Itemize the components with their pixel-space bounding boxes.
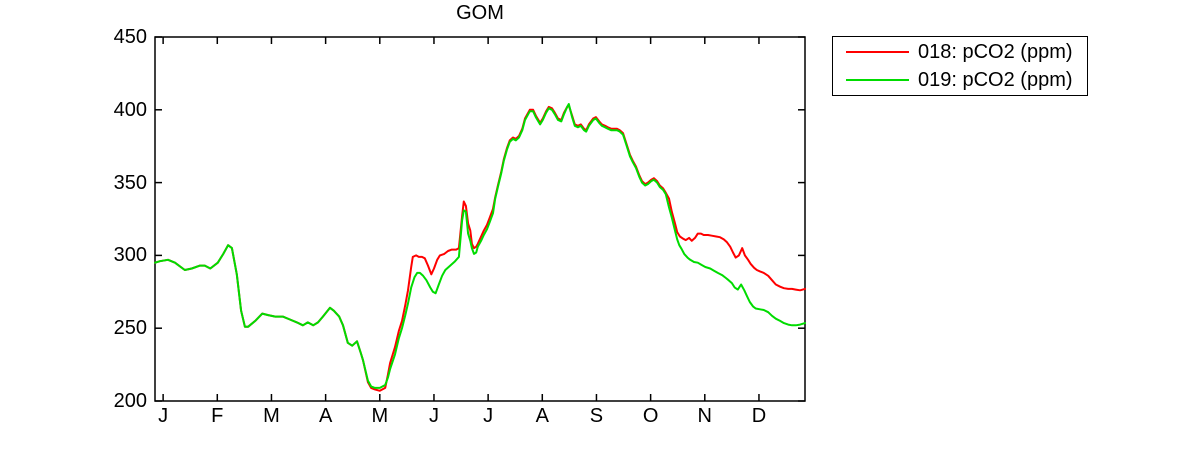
x-tick-label: F — [211, 405, 224, 427]
x-tick-label: N — [697, 405, 712, 427]
legend: 018: pCO2 (ppm) 019: pCO2 (ppm) — [832, 36, 1088, 96]
legend-line-swatch-green — [846, 79, 909, 81]
y-tick-label: 250 — [113, 317, 147, 340]
y-tick-label: 300 — [113, 244, 147, 267]
plot-border — [154, 36, 806, 402]
chart-title: GOM — [456, 2, 504, 24]
y-tick-label: 400 — [113, 98, 147, 121]
y-tick-label: 450 — [113, 26, 147, 48]
x-tick-label: J — [158, 405, 169, 427]
legend-item-018: 018: pCO2 (ppm) — [833, 38, 1087, 66]
y-tick-label: 350 — [113, 171, 147, 194]
x-tick-label: A — [535, 405, 549, 427]
x-tick-label: M — [263, 405, 280, 427]
x-tick-label: O — [642, 405, 659, 427]
x-tick-label: S — [589, 405, 604, 427]
x-tick-label: M — [371, 405, 389, 427]
legend-label-018: 018: pCO2 (ppm) — [918, 41, 1073, 63]
x-tick-label: D — [751, 405, 767, 427]
legend-item-019: 019: pCO2 (ppm) — [833, 66, 1087, 94]
series-line-018 — [154, 104, 806, 392]
y-tick-label: 200 — [113, 390, 147, 412]
legend-label-019: 019: pCO2 (ppm) — [918, 69, 1073, 91]
x-tick-label: J — [483, 405, 494, 427]
x-tick-label: A — [318, 405, 333, 427]
series-line-019 — [154, 103, 806, 389]
legend-line-swatch-red — [846, 51, 909, 53]
x-tick-label: J — [428, 405, 439, 427]
